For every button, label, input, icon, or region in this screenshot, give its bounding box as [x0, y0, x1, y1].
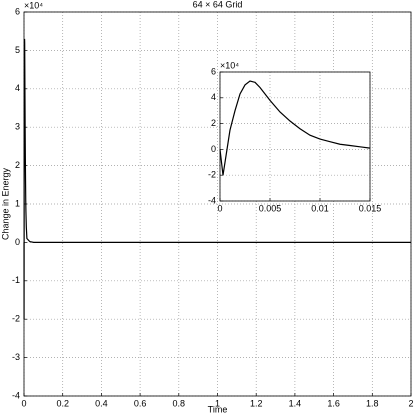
y-tick-label: -3 — [12, 352, 20, 362]
y-tick-label: 2 — [15, 160, 20, 170]
x-tick-label: 0.015 — [359, 203, 382, 213]
x-tick-label: 1.6 — [327, 398, 340, 408]
y-tick-label: 6 — [211, 66, 216, 76]
x-tick-label: 0.005 — [259, 203, 282, 213]
y-tick-label: 0 — [211, 144, 216, 154]
y-tick-label: 5 — [15, 45, 20, 55]
x-tick-label: 0.01 — [311, 203, 329, 213]
x-tick-label: 0 — [21, 398, 26, 408]
y-tick-label: 4 — [211, 92, 216, 102]
x-tick-label: 1.8 — [366, 398, 379, 408]
y-tick-label: 1 — [15, 198, 20, 208]
y-tick-label: 6 — [15, 6, 20, 16]
x-tick-label: 2 — [408, 398, 413, 408]
plot-frame — [23, 11, 412, 397]
plot-frame — [219, 71, 371, 202]
y-tick-label: 4 — [15, 83, 20, 93]
x-axis-label: Time — [208, 404, 228, 414]
x-tick-label: 1 — [215, 398, 220, 408]
x-tick-label: 0.2 — [56, 398, 69, 408]
x-tick-label: 1.2 — [250, 398, 263, 408]
chart-title: 64 × 64 Grid — [193, 0, 243, 9]
y-multiplier: ×10⁴ — [24, 0, 43, 10]
x-tick-label: 0.8 — [173, 398, 186, 408]
x-tick-label: 1.4 — [289, 398, 302, 408]
plot-area — [220, 72, 370, 201]
y-tick-label: -2 — [12, 314, 20, 324]
y-multiplier: ×10⁴ — [220, 60, 239, 70]
line — [219, 80, 371, 176]
x-tick-label: 0.4 — [95, 398, 108, 408]
y-axis-label: Change in Energy — [0, 167, 10, 240]
x-tick-label: 0.6 — [134, 398, 147, 408]
y-tick-label: 0 — [15, 237, 20, 247]
x-tick-label: 0 — [217, 203, 222, 213]
y-tick-label: -1 — [12, 275, 20, 285]
y-tick-label: 2 — [211, 118, 216, 128]
y-tick-label: 3 — [15, 122, 20, 132]
y-tick-label: -4 — [208, 195, 216, 205]
y-tick-label: -2 — [208, 170, 216, 180]
y-tick-label: -4 — [12, 390, 20, 400]
